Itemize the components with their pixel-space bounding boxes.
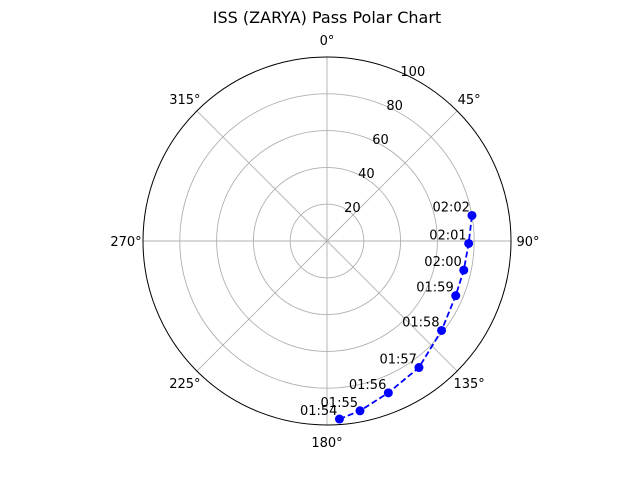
data-point	[355, 406, 365, 416]
point-label: 02:02	[432, 200, 469, 215]
angle-gridline	[326, 110, 458, 242]
data-point	[451, 291, 461, 301]
radial-tick-label: 80	[386, 99, 403, 114]
chart-title: ISS (ZARYA) Pass Polar Chart	[213, 8, 441, 27]
angle-tick-label: 225°	[169, 377, 200, 392]
point-label: 01:55	[321, 396, 358, 411]
data-point	[334, 414, 344, 424]
data-point	[414, 363, 424, 373]
data-point	[464, 238, 474, 248]
radial-tick-label: 20	[344, 201, 361, 216]
radial-gridline	[216, 130, 438, 352]
angle-tick-label: 90°	[516, 235, 539, 250]
point-label: 01:54	[300, 404, 337, 419]
polar-frame	[142, 56, 512, 426]
label-layer: 20 40 60 80 100 0° 45° 90° 135° 180° 225° 270° 315° 0…	[110, 34, 539, 451]
radial-tick-label: 40	[358, 167, 375, 182]
data-point	[437, 325, 447, 335]
radial-tick-label: 60	[372, 133, 389, 148]
point-label: 02:01	[429, 228, 466, 243]
angle-tick-label: 315°	[169, 93, 200, 108]
radial-gridline	[252, 166, 402, 316]
data-point	[459, 265, 469, 275]
angle-tick-label: 45°	[458, 93, 481, 108]
data-point	[467, 210, 477, 220]
angle-tick-label: 180°	[311, 436, 342, 451]
data-point	[383, 388, 393, 398]
angle-gridline	[196, 240, 328, 372]
point-label: 01:58	[402, 315, 439, 330]
angle-gridline	[196, 110, 328, 242]
angle-tick-label: 135°	[453, 377, 484, 392]
point-label: 01:56	[349, 378, 386, 393]
radial-gridline	[289, 203, 365, 279]
grid-layer	[142, 56, 512, 426]
angle-gridline	[326, 240, 458, 372]
angle-tick-label: 0°	[320, 34, 335, 49]
radial-gridline	[179, 93, 475, 389]
point-label: 01:59	[416, 281, 453, 296]
point-label: 02:00	[424, 255, 461, 270]
angle-tick-label: 270°	[110, 235, 141, 250]
point-label: 01:57	[379, 353, 416, 368]
series-layer	[334, 210, 477, 424]
radial-tick-label: 100	[400, 65, 425, 80]
